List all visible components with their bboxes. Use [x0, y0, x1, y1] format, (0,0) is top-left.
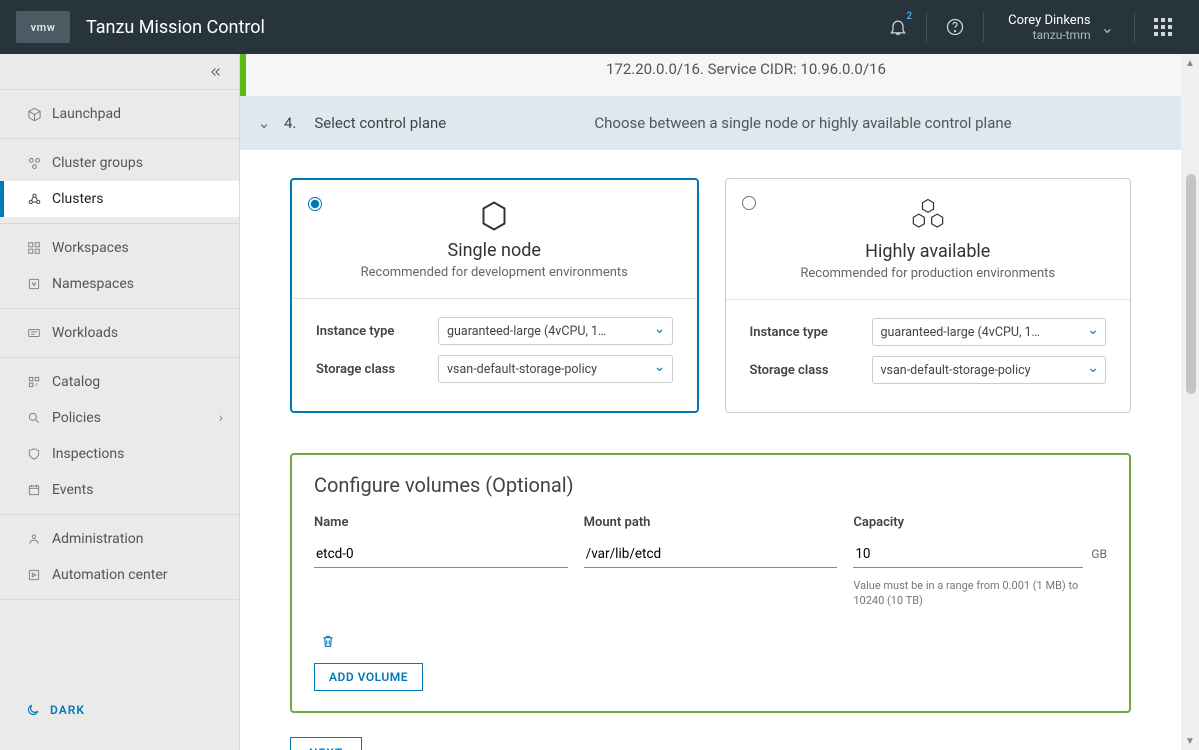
sidebar-item-automation-center[interactable]: Automation center [0, 557, 239, 593]
cube-icon [26, 106, 42, 122]
section-title: Select control plane [314, 114, 594, 132]
sidebar-item-label: Launchpad [52, 106, 121, 122]
chevron-down-icon: ⌄ [254, 114, 274, 132]
sidebar-item-events[interactable]: Events [0, 472, 239, 508]
sidebar-item-label: Events [52, 482, 93, 498]
grid-icon [26, 240, 42, 256]
main-content: 172.20.0.0/16. Service CIDR: 10.96.0.0/1… [240, 54, 1199, 750]
sidebar-item-label: Workloads [52, 325, 118, 341]
section-description: Choose between a single node or highly a… [594, 114, 1151, 132]
capacity-hint: Value must be in a range from 0.001 (1 M… [853, 578, 1107, 609]
sidebar-item-label: Cluster groups [52, 155, 143, 171]
sidebar-item-policies[interactable]: Policies › [0, 400, 239, 436]
sidebar-item-namespaces[interactable]: Namespaces [0, 266, 239, 302]
sidebar-item-cluster-groups[interactable]: Cluster groups [0, 145, 239, 181]
notification-badge: 2 [904, 11, 914, 22]
sidebar-item-workspaces[interactable]: Workspaces [0, 230, 239, 266]
user-org: tanzu-tmm [1008, 28, 1090, 42]
scrollbar-thumb[interactable] [1186, 174, 1196, 394]
option-title: Single node [316, 240, 673, 261]
next-button[interactable]: NEXT [290, 737, 362, 750]
volume-mount-label: Mount path [584, 515, 838, 530]
namespace-icon [26, 276, 42, 292]
section-number: 4. [284, 114, 296, 132]
option-subtitle: Recommended for development environments [316, 265, 673, 280]
sidebar-item-administration[interactable]: Administration [0, 521, 239, 557]
option-subtitle: Recommended for production environments [750, 266, 1107, 281]
shield-icon [26, 446, 42, 462]
admin-icon [26, 531, 42, 547]
sidebar-item-label: Workspaces [52, 240, 129, 256]
app-title: Tanzu Mission Control [86, 17, 265, 38]
storage-class-select[interactable]: vsan-default-storage-policy [438, 355, 673, 383]
apps-grid-button[interactable] [1145, 9, 1181, 45]
header-separator [1134, 12, 1135, 42]
user-menu[interactable]: Corey Dinkens tanzu-tmm ⌄ [1008, 13, 1114, 42]
storage-class-select[interactable]: vsan-default-storage-policy [872, 356, 1107, 384]
sidebar-item-inspections[interactable]: Inspections [0, 436, 239, 472]
sidebar-item-label: Automation center [52, 567, 168, 583]
cluster-group-icon [26, 155, 42, 171]
volume-capacity-label: Capacity [853, 515, 1107, 530]
sidebar-item-label: Administration [52, 531, 143, 547]
calendar-icon [26, 482, 42, 498]
storage-class-label: Storage class [750, 363, 860, 378]
vertical-scrollbar[interactable]: ▲ ▼ [1181, 54, 1199, 750]
volume-mount-input[interactable] [584, 540, 838, 568]
notifications-button[interactable]: 2 [880, 9, 916, 45]
volume-name-label: Name [314, 515, 568, 530]
dark-mode-toggle[interactable]: DARK [0, 690, 239, 730]
policy-icon [26, 410, 42, 426]
option-card-single-node[interactable]: Single node Recommended for development … [290, 178, 699, 413]
dark-mode-label: DARK [50, 703, 85, 717]
storage-class-label: Storage class [316, 362, 426, 377]
configure-volumes-panel: Configure volumes (Optional) Name Mount … [290, 453, 1131, 713]
chevron-down-icon: ⌄ [1101, 18, 1114, 37]
delete-volume-button[interactable] [314, 629, 342, 653]
cluster-icon [26, 191, 42, 207]
instance-type-label: Instance type [316, 324, 426, 339]
hexagon-icon [316, 198, 673, 234]
section-header-control-plane[interactable]: ⌄ 4. Select control plane Choose between… [240, 96, 1181, 150]
sidebar-item-label: Clusters [52, 191, 103, 207]
sidebar-item-clusters[interactable]: Clusters [0, 181, 239, 217]
network-info-strip: 172.20.0.0/16. Service CIDR: 10.96.0.0/1… [240, 54, 1181, 96]
moon-icon [26, 703, 40, 717]
app-header: vmw Tanzu Mission Control 2 Corey Dinken… [0, 0, 1199, 54]
help-button[interactable] [937, 9, 973, 45]
network-info-text: 172.20.0.0/16. Service CIDR: 10.96.0.0/1… [606, 60, 886, 78]
sidebar-item-workloads[interactable]: Workloads [0, 315, 239, 351]
user-name: Corey Dinkens [1008, 13, 1090, 28]
volume-name-input[interactable] [314, 540, 568, 568]
vmware-logo: vmw [16, 11, 70, 43]
scroll-up-arrow[interactable]: ▲ [1181, 54, 1199, 72]
sidebar-item-catalog[interactable]: Catalog [0, 364, 239, 400]
catalog-icon [26, 374, 42, 390]
highly-available-radio[interactable] [742, 196, 756, 210]
sidebar-item-label: Catalog [52, 374, 100, 390]
volume-capacity-input[interactable] [853, 540, 1083, 568]
instance-type-label: Instance type [750, 325, 860, 340]
instance-type-select[interactable]: guaranteed-large (4vCPU, 1… [872, 318, 1107, 346]
single-node-radio[interactable] [308, 197, 322, 211]
chevron-right-icon: › [219, 410, 223, 426]
option-title: Highly available [750, 241, 1107, 262]
capacity-unit: GB [1091, 547, 1107, 561]
sidebar-item-launchpad[interactable]: Launchpad [0, 96, 239, 132]
sidebar: Launchpad Cluster groups Clusters Worksp… [0, 54, 240, 750]
scroll-down-arrow[interactable]: ▼ [1181, 732, 1199, 750]
instance-type-select[interactable]: guaranteed-large (4vCPU, 1… [438, 317, 673, 345]
workload-icon [26, 325, 42, 341]
collapse-sidebar-button[interactable] [0, 54, 239, 90]
header-separator [983, 12, 984, 42]
header-separator [926, 12, 927, 42]
hexagon-cluster-icon [750, 197, 1107, 235]
automation-icon [26, 567, 42, 583]
configure-volumes-title: Configure volumes (Optional) [314, 473, 1107, 497]
option-card-highly-available[interactable]: Highly available Recommended for product… [725, 178, 1132, 413]
add-volume-button[interactable]: ADD VOLUME [314, 663, 423, 691]
sidebar-item-label: Policies [52, 410, 101, 426]
sidebar-item-label: Inspections [52, 446, 124, 462]
sidebar-item-label: Namespaces [52, 276, 134, 292]
